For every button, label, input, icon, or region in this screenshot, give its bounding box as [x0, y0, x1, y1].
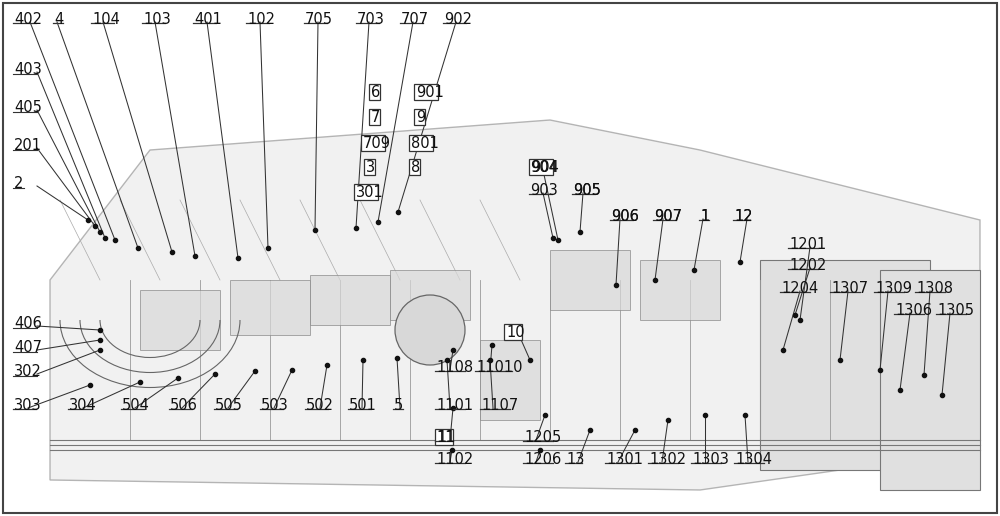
Text: 703: 703: [357, 12, 385, 27]
Text: 906: 906: [611, 209, 639, 224]
Bar: [310, 275, 390, 325]
Text: 1206: 1206: [524, 452, 561, 467]
Text: 2: 2: [14, 176, 23, 191]
Text: 403: 403: [14, 62, 42, 77]
Text: 1304: 1304: [735, 452, 772, 467]
Bar: [504, 324, 522, 340]
Text: 11: 11: [437, 430, 456, 445]
Bar: [364, 159, 375, 174]
Text: 1102: 1102: [436, 452, 473, 467]
Text: 6: 6: [371, 85, 380, 100]
Text: 12: 12: [734, 209, 753, 224]
Text: 8: 8: [411, 160, 420, 175]
Text: 1101: 1101: [436, 398, 473, 413]
Text: 503: 503: [261, 398, 289, 413]
Text: 1107: 1107: [481, 398, 518, 413]
Text: 709: 709: [363, 136, 391, 151]
Text: 1308: 1308: [916, 281, 953, 296]
Bar: [480, 340, 540, 420]
Text: 801: 801: [411, 136, 439, 151]
Text: 9: 9: [416, 110, 425, 125]
Text: 707: 707: [401, 12, 429, 27]
Text: 501: 501: [349, 398, 377, 413]
Bar: [369, 109, 380, 125]
Text: 303: 303: [14, 398, 42, 413]
Text: 1305: 1305: [937, 303, 974, 318]
Text: 901: 901: [416, 85, 444, 100]
Bar: [414, 109, 425, 125]
Text: 11010: 11010: [476, 360, 522, 375]
Text: 407: 407: [14, 340, 42, 355]
Text: 301: 301: [356, 185, 384, 200]
Bar: [880, 270, 980, 490]
Text: 201: 201: [14, 138, 42, 153]
Text: 4: 4: [54, 12, 63, 27]
Text: 906: 906: [611, 209, 639, 224]
Polygon shape: [50, 120, 980, 490]
Text: 103: 103: [143, 12, 171, 27]
Text: 3: 3: [366, 160, 375, 175]
Text: 1: 1: [700, 209, 709, 224]
Text: 904: 904: [531, 160, 559, 175]
Bar: [550, 250, 630, 310]
Text: 502: 502: [306, 398, 334, 413]
Bar: [140, 290, 220, 350]
Bar: [361, 135, 385, 151]
Text: 907: 907: [654, 209, 682, 224]
Text: 705: 705: [305, 12, 333, 27]
Bar: [414, 84, 438, 100]
Text: 402: 402: [14, 12, 42, 27]
Circle shape: [395, 295, 465, 365]
Bar: [529, 159, 553, 174]
Text: 1201: 1201: [789, 237, 826, 252]
Bar: [369, 84, 380, 100]
Text: 7: 7: [371, 110, 380, 125]
Text: 5: 5: [394, 398, 403, 413]
Text: 302: 302: [14, 364, 42, 379]
Text: 12: 12: [734, 209, 753, 224]
Text: 1205: 1205: [524, 430, 561, 445]
Text: 504: 504: [122, 398, 150, 413]
Text: 907: 907: [654, 209, 682, 224]
Text: 102: 102: [247, 12, 275, 27]
Bar: [640, 260, 720, 320]
Text: 104: 104: [92, 12, 120, 27]
Text: 905: 905: [573, 183, 601, 198]
Bar: [760, 260, 930, 470]
Text: 506: 506: [170, 398, 198, 413]
Text: 406: 406: [14, 316, 42, 331]
Text: 1108: 1108: [436, 360, 473, 375]
Text: 401: 401: [194, 12, 222, 27]
Text: 1301: 1301: [606, 452, 643, 467]
Bar: [409, 159, 420, 174]
Bar: [354, 184, 378, 200]
Text: 1307: 1307: [831, 281, 868, 296]
Text: 1: 1: [700, 209, 709, 224]
Bar: [390, 270, 470, 320]
Text: 1204: 1204: [781, 281, 818, 296]
Bar: [435, 429, 453, 445]
Text: 505: 505: [215, 398, 243, 413]
Text: 11: 11: [436, 430, 454, 445]
Text: 304: 304: [69, 398, 97, 413]
Text: 1306: 1306: [895, 303, 932, 318]
Bar: [230, 280, 310, 335]
Text: 405: 405: [14, 100, 42, 115]
Text: 13: 13: [566, 452, 584, 467]
Text: 903: 903: [530, 183, 558, 198]
Text: 905: 905: [573, 183, 601, 198]
Text: 904: 904: [530, 160, 558, 175]
Bar: [409, 135, 433, 151]
Text: 10: 10: [506, 325, 525, 340]
Text: 1302: 1302: [649, 452, 686, 467]
Text: 1202: 1202: [789, 258, 826, 273]
Text: 1303: 1303: [692, 452, 729, 467]
Text: 1309: 1309: [875, 281, 912, 296]
Text: 902: 902: [444, 12, 472, 27]
